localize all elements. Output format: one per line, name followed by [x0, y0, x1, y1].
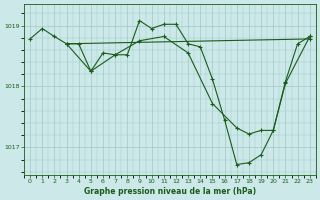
X-axis label: Graphe pression niveau de la mer (hPa): Graphe pression niveau de la mer (hPa) [84, 187, 256, 196]
